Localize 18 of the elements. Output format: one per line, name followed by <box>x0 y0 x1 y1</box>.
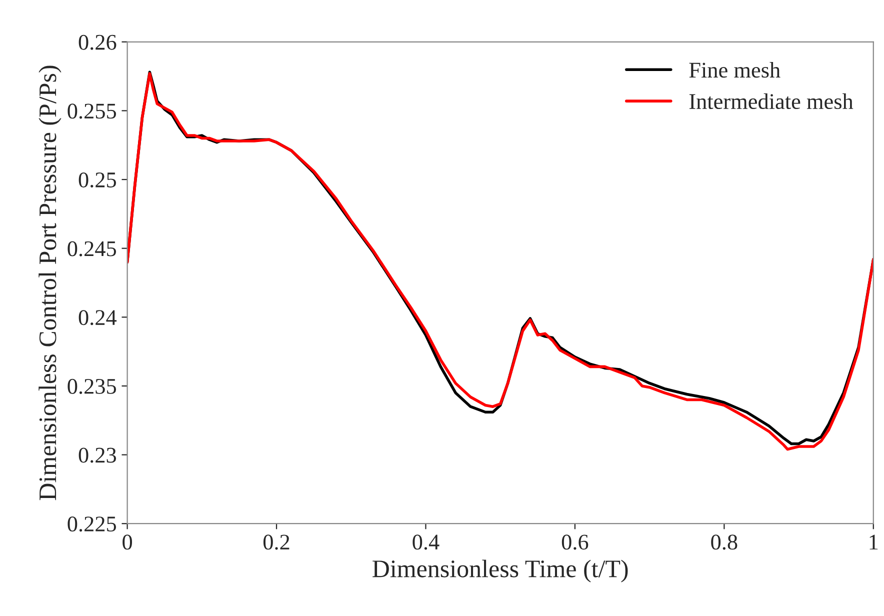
y-tick-label: 0.225 <box>68 516 116 532</box>
y-tick-label: 0.26 <box>78 34 116 50</box>
y-tick-label: 0.235 <box>68 378 116 394</box>
legend-label: Intermediate mesh <box>689 93 854 110</box>
legend-label: Fine mesh <box>689 62 780 78</box>
x-tick-label: 0.2 <box>263 534 290 550</box>
y-tick-label: 0.24 <box>78 310 117 326</box>
x-axis-title: Dimensionless Time (t/T) <box>372 560 628 582</box>
x-tick-label: 1 <box>870 534 878 550</box>
y-axis-title: Dimensionless Control Port Pressure (P/Ps) <box>38 66 62 500</box>
y-tick-label: 0.25 <box>78 172 116 188</box>
x-tick-label: 0.8 <box>711 534 738 550</box>
y-tick-label: 0.23 <box>78 448 116 463</box>
x-tick-label: 0.6 <box>562 534 588 550</box>
x-tick-label: 0 <box>122 534 132 550</box>
y-tick-label: 0.255 <box>68 104 116 119</box>
x-tick-label: 0.4 <box>412 534 440 550</box>
y-tick-label: 0.245 <box>68 241 116 256</box>
